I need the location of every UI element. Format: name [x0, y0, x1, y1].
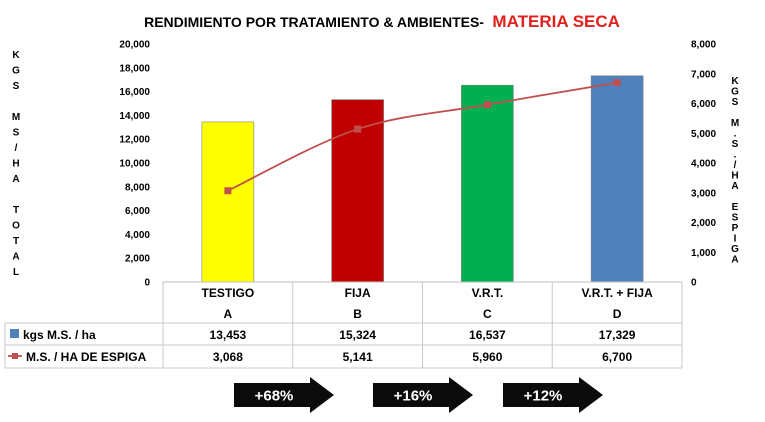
- right-axis-label-letter: G: [731, 244, 739, 255]
- left-tick-label: 14,000: [119, 111, 150, 122]
- legend-line-marker: [12, 353, 18, 359]
- svg-text:RENDIMIENTO POR TRATAMIENTO &: RENDIMIENTO POR TRATAMIENTO & AMBIENTES-…: [144, 12, 620, 31]
- line-value-label: 3,068: [213, 350, 243, 364]
- left-axis-label-letter: A: [12, 174, 19, 185]
- right-axis-label-letter: P: [732, 223, 739, 234]
- right-axis-label-letter: S: [732, 97, 739, 108]
- line-value-label: 5,141: [343, 350, 373, 364]
- right-tick-label: 0: [691, 278, 697, 289]
- right-tick-label: 7,000: [691, 69, 716, 80]
- right-axis-label-letter: M: [731, 118, 739, 129]
- left-tick-label: 4,000: [125, 230, 150, 241]
- line-point: [354, 125, 362, 133]
- bar: [201, 121, 255, 283]
- left-axis-label-letter: K: [12, 50, 20, 61]
- percentage-arrows: +68% +16% +12%: [234, 377, 603, 413]
- line-value-label: 5,960: [472, 350, 502, 364]
- right-tick-label: 2,000: [691, 218, 716, 229]
- legend-bar-label: kgs M.S. / ha: [23, 328, 96, 342]
- left-tick-label: 0: [144, 278, 150, 289]
- left-tick-label: 6,000: [125, 206, 150, 217]
- left-axis-label-letter: S: [13, 128, 20, 139]
- series-line: [227, 81, 618, 192]
- line-point: [483, 101, 491, 109]
- chart-title: RENDIMIENTO POR TRATAMIENTO & AMBIENTES-…: [144, 12, 620, 31]
- legend-bar-key: [10, 329, 19, 338]
- data-table: TESTIGO A 13,453 3,068 FIJA B 15,324 5,141 V.R.T…: [4, 282, 683, 369]
- arrow-shape: [234, 377, 334, 413]
- bar-value-label: 16,537: [469, 328, 506, 342]
- category-letter: C: [483, 307, 492, 321]
- line-series: [224, 79, 621, 195]
- line-point: [224, 187, 232, 195]
- left-axis-label-letter: M: [12, 112, 20, 123]
- category-label: TESTIGO: [202, 286, 255, 300]
- left-axis-label-letter: O: [12, 221, 20, 232]
- right-axis-label-letter: G: [731, 87, 739, 98]
- category-label: V.R.T.: [472, 286, 504, 300]
- right-axis-label-letter: S: [732, 139, 739, 150]
- left-axis-label-letter: T: [13, 236, 19, 247]
- title-highlight: MATERIA SECA: [492, 12, 620, 31]
- left-tick-label: 16,000: [119, 87, 150, 98]
- right-tick-label: 6,000: [691, 99, 716, 110]
- right-axis-label-letter: H: [731, 171, 738, 182]
- left-axis-label-letter: T: [13, 205, 19, 216]
- right-tick-label: 3,000: [691, 188, 716, 199]
- right-axis-label-letter: E: [732, 202, 739, 213]
- line-value-label: 6,700: [602, 350, 632, 364]
- bar-value-label: 17,329: [599, 328, 636, 342]
- line-point: [613, 79, 621, 87]
- right-tick-label: 5,000: [691, 129, 716, 140]
- right-axis-label-letter: /: [734, 160, 737, 171]
- right-axis-label-letter: K: [731, 76, 739, 87]
- category-letter: D: [613, 307, 622, 321]
- arrow-shape: [373, 377, 473, 413]
- left-axis-label-letter: S: [13, 81, 20, 92]
- right-axis-label-letter: S: [732, 213, 739, 224]
- arrow-label: +68%: [255, 388, 294, 405]
- left-axis-label-letter: A: [12, 252, 19, 263]
- right-tick-label: 8,000: [691, 40, 716, 51]
- left-axis-label-letter: /: [15, 143, 18, 154]
- bar-value-label: 13,453: [210, 328, 247, 342]
- right-axis-label-letter: .: [734, 129, 737, 140]
- left-axis-label-letter: H: [12, 159, 19, 170]
- category-letter: B: [353, 307, 362, 321]
- right-tick-label: 4,000: [691, 159, 716, 170]
- title-main: RENDIMIENTO POR TRATAMIENTO & AMBIENTES-: [144, 14, 484, 30]
- arrow-label: +12%: [524, 388, 563, 405]
- left-axis-label-letter: L: [13, 267, 19, 278]
- left-tick-label: 18,000: [119, 63, 150, 74]
- arrow-shape: [503, 377, 603, 413]
- arrow-label: +16%: [394, 388, 433, 405]
- left-axis-ticks: 0 2,000 4,000 6,000 8,000 10,000 12,000 14,000 1…: [119, 40, 150, 289]
- bar: [590, 75, 644, 283]
- right-axis-label-letter: A: [731, 181, 738, 192]
- category-label: V.R.T. + FIJA: [582, 286, 654, 300]
- right-axis-label-letter: A: [731, 255, 738, 266]
- right-axis-label-letter: .: [734, 150, 737, 161]
- left-tick-label: 12,000: [119, 135, 150, 146]
- right-axis-ticks: 0 1,000 2,000 3,000 4,000 5,000 6,000 7,000 8,00…: [691, 40, 716, 289]
- bar-value-label: 15,324: [339, 328, 376, 342]
- left-tick-label: 20,000: [119, 40, 150, 51]
- left-tick-label: 10,000: [119, 159, 150, 170]
- left-tick-label: 2,000: [125, 254, 150, 265]
- left-tick-label: 8,000: [125, 182, 150, 193]
- legend-line-label: M.S. / HA DE ESPIGA: [26, 350, 147, 364]
- right-axis-label-letter: I: [734, 234, 737, 245]
- right-tick-label: 1,000: [691, 248, 716, 259]
- category-label: FIJA: [345, 286, 371, 300]
- left-axis-label-letter: G: [12, 66, 20, 77]
- bars: [163, 75, 682, 283]
- bar: [461, 84, 514, 283]
- category-letter: A: [224, 307, 233, 321]
